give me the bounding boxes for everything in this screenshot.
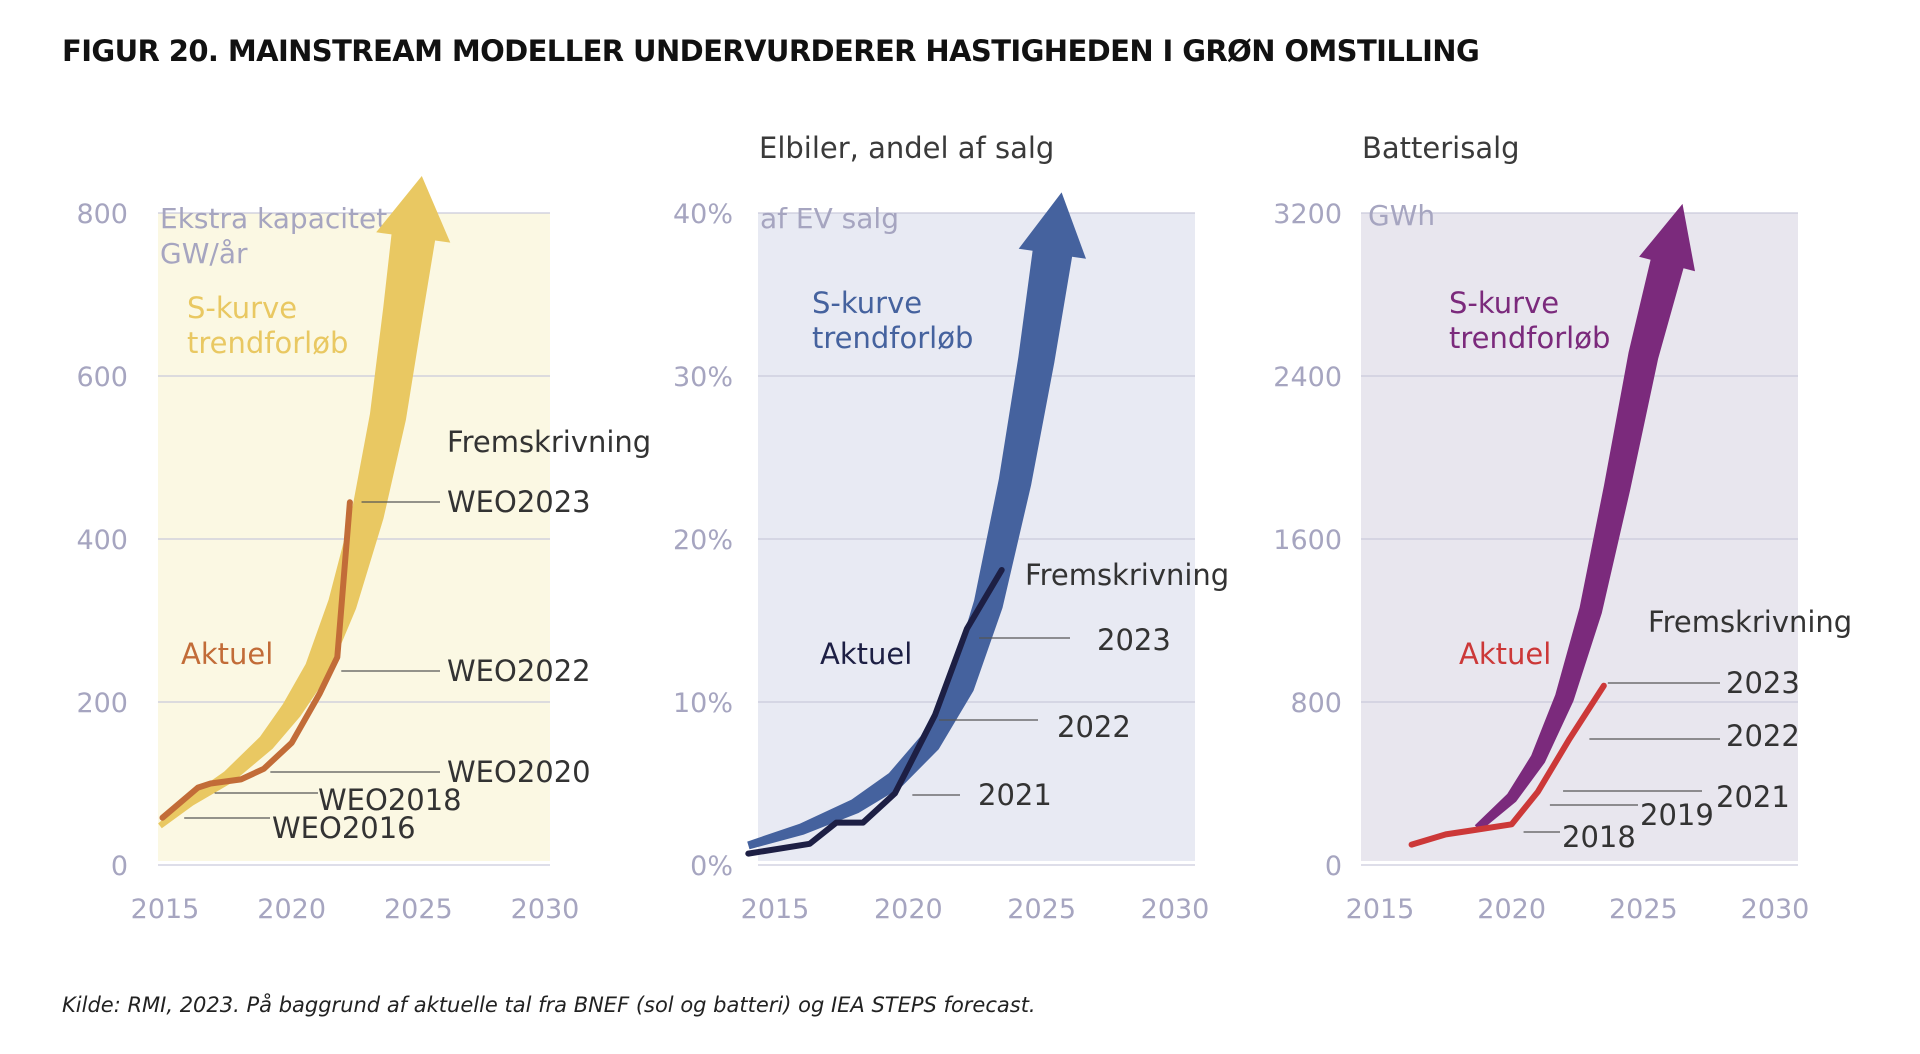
y-tick-label: 30% [673, 362, 733, 393]
panel-title: Elbiler, andel af salg [759, 131, 1054, 165]
x-tick-label: 2030 [511, 894, 580, 925]
chart-panel-1: 0 200 400 600 800 2015 2020 2025 2030 Ekstra kapa… [76, 176, 651, 925]
x-tick-label: 2020 [874, 894, 943, 925]
x-tick-label: 2030 [1141, 894, 1210, 925]
projection-label: 2023 [1097, 623, 1171, 657]
unit-label: af EV salg [760, 202, 899, 235]
y-tick-label: 0 [111, 851, 128, 882]
y-tick-label: 0% [690, 851, 733, 882]
y-tick-label: 800 [76, 199, 128, 230]
projection-label: WEO2023 [447, 485, 591, 519]
projection-label: 2022 [1057, 710, 1131, 744]
projection-label: WEO2018 [318, 783, 462, 817]
actual-series-line [1408, 682, 1607, 848]
actual-series-line [159, 499, 353, 821]
projection-label: 2019 [1640, 798, 1714, 832]
y-tick-label: 800 [1290, 688, 1342, 719]
projection-label: WEO2022 [447, 654, 591, 688]
scurve-band-arrow [158, 176, 451, 829]
y-tick-label: 2400 [1273, 362, 1342, 393]
actual-label: Aktuel [1459, 637, 1551, 671]
scurve-label: trendforløb [187, 326, 348, 360]
x-tick-label: 2025 [1609, 894, 1678, 925]
chart-panel-2: 0% 10% 20% 30% 40% 2015 2020 2025 2030 Elbiler, a… [673, 131, 1229, 925]
x-tick-label: 2015 [131, 894, 200, 925]
projection-label: WEO2016 [272, 811, 416, 845]
y-tick-label: 600 [76, 362, 128, 393]
scurve-label: trendforløb [1449, 321, 1610, 355]
figure-title: FIGUR 20. MAINSTREAM MODELLER UNDERVURDE… [62, 34, 1480, 68]
actual-label: Aktuel [181, 637, 273, 671]
projection-label: 2021 [978, 778, 1052, 812]
x-tick-label: 2025 [384, 894, 453, 925]
x-tick-label: 2015 [741, 894, 810, 925]
actual-label: Aktuel [820, 637, 912, 671]
y-tick-label: 0 [1325, 851, 1342, 882]
x-tick-label: 2020 [257, 894, 326, 925]
x-tick-label: 2020 [1477, 894, 1546, 925]
y-tick-label: 10% [673, 688, 733, 719]
chart-panel-3: 0 800 1600 2400 3200 2015 2020 2025 2030 Batteris… [1273, 131, 1852, 925]
projection-title: Fremskrivning [1025, 558, 1229, 592]
projection-label: WEO2020 [447, 755, 591, 789]
unit-label: GW/år [160, 237, 248, 270]
y-tick-label: 3200 [1273, 199, 1342, 230]
projection-label: 2021 [1716, 780, 1790, 814]
scurve-label: S-kurve [812, 286, 922, 320]
x-tick-label: 2025 [1007, 894, 1076, 925]
projection-title: Fremskrivning [447, 425, 651, 459]
scurve-label: S-kurve [1449, 286, 1559, 320]
scurve-band-arrow [747, 192, 1086, 850]
unit-label: GWh [1368, 199, 1435, 232]
scurve-label: S-kurve [187, 291, 297, 325]
plot-background [1361, 213, 1798, 861]
source-note: Kilde: RMI, 2023. På baggrund af aktuell… [62, 993, 1036, 1017]
actual-series-line [745, 567, 1005, 857]
unit-label: Ekstra kapacitet, [160, 202, 396, 235]
x-tick-label: 2030 [1741, 894, 1810, 925]
y-tick-label: 40% [673, 199, 733, 230]
y-tick-label: 1600 [1273, 525, 1342, 556]
y-tick-label: 20% [673, 525, 733, 556]
projection-title: Fremskrivning [1648, 605, 1852, 639]
panel-title: Batterisalg [1362, 131, 1520, 165]
scurve-band-arrow [1474, 203, 1695, 832]
scurve-label: trendforløb [812, 321, 973, 355]
y-tick-label: 400 [76, 525, 128, 556]
x-tick-label: 2015 [1346, 894, 1415, 925]
projection-label: 2023 [1726, 666, 1800, 700]
projection-label: 2018 [1562, 820, 1636, 854]
plot-background [758, 213, 1195, 861]
projection-label: 2022 [1726, 719, 1800, 753]
y-tick-label: 200 [76, 688, 128, 719]
